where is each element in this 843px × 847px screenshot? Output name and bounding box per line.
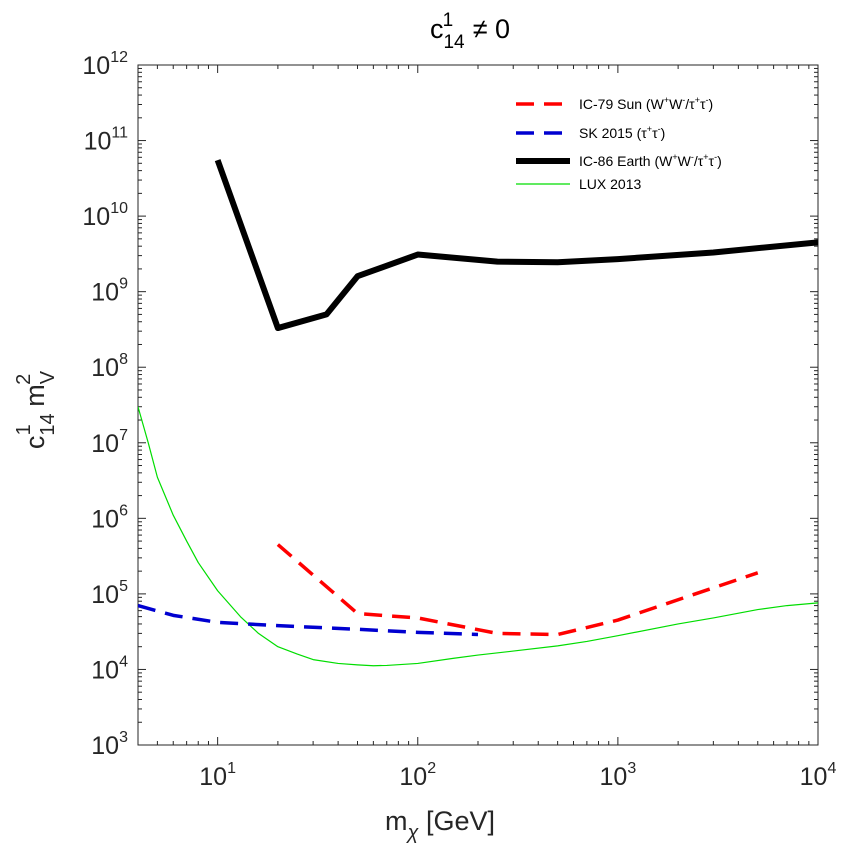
y-tick-label: 106 bbox=[91, 502, 128, 533]
x-tick-label: 104 bbox=[800, 760, 837, 791]
chart-title-sub: 14 bbox=[443, 32, 465, 53]
legend-item-ic79-sun: IC-79 Sun (W+W-/τ+τ-) bbox=[516, 95, 713, 112]
legend-item-sk2015: SK 2015 (τ+τ-) bbox=[516, 124, 665, 141]
minor-ticks bbox=[137, 65, 818, 745]
y-axis-label-sup2: 2 bbox=[13, 374, 35, 385]
legend-item-lux2013: LUX 2013 bbox=[516, 176, 641, 192]
svg-text:mχ [GeV]: mχ [GeV] bbox=[385, 806, 495, 844]
y-tick-labels: 103 104 105 106 107 108 109 1010 1011 1012 bbox=[82, 49, 128, 760]
y-axis-label-base2: m bbox=[20, 384, 50, 414]
y-tick-label: 1010 bbox=[82, 200, 128, 231]
x-axis-label-rest: [GeV] bbox=[418, 806, 495, 836]
svg-text:c141 mV2: c141 mV2 bbox=[13, 370, 59, 449]
y-axis-label-base: c bbox=[20, 436, 50, 450]
y-tick-label: 104 bbox=[91, 653, 128, 684]
x-tick-label: 102 bbox=[399, 760, 436, 791]
x-axis-label-base: m bbox=[385, 806, 408, 836]
x-axis-label: mχ [GeV] bbox=[385, 806, 495, 844]
chart-title-base: c bbox=[430, 14, 444, 44]
y-tick-label: 108 bbox=[91, 351, 128, 382]
legend-label: IC-86 Earth (W+W-/τ+τ-) bbox=[579, 152, 722, 169]
x-tick-labels: 101 102 103 104 bbox=[199, 760, 836, 791]
y-axis-label: c141 mV2 bbox=[13, 370, 59, 449]
legend-item-ic86-earth: IC-86 Earth (W+W-/τ+τ-) bbox=[516, 152, 722, 169]
y-tick-label: 109 bbox=[91, 276, 128, 307]
y-tick-label: 107 bbox=[91, 427, 128, 458]
y-axis-label-sub2: V bbox=[37, 370, 59, 384]
major-ticks bbox=[138, 64, 819, 746]
y-tick-label: 105 bbox=[91, 578, 128, 609]
svg-text:c141 ≠ 0: c141 ≠ 0 bbox=[430, 10, 510, 53]
legend-label: IC-79 Sun (W+W-/τ+τ-) bbox=[579, 95, 713, 112]
series-line-lux2013 bbox=[138, 406, 818, 667]
x-axis-label-sub: χ bbox=[406, 822, 420, 844]
y-tick-label: 1011 bbox=[84, 125, 129, 156]
series-line-ic86-earth bbox=[214, 159, 818, 332]
y-tick-label: 103 bbox=[91, 729, 128, 760]
legend: IC-79 Sun (W+W-/τ+τ-) SK 2015 (τ+τ-) IC-86… bbox=[516, 95, 722, 192]
y-axis-label-sub1: 14 bbox=[37, 413, 59, 435]
series-line-sk2015 bbox=[138, 603, 479, 637]
legend-label: LUX 2013 bbox=[579, 176, 641, 192]
y-axis-label-sup1: 1 bbox=[13, 424, 35, 435]
chart-title-rest: ≠ 0 bbox=[465, 14, 510, 44]
legend-label: SK 2015 (τ+τ-) bbox=[579, 124, 665, 141]
x-tick-label: 103 bbox=[600, 760, 637, 791]
y-tick-label: 1012 bbox=[82, 49, 128, 80]
chart-title-sup: 1 bbox=[443, 10, 454, 31]
series-layer bbox=[138, 159, 818, 667]
chart-title: c141 ≠ 0 bbox=[430, 10, 510, 53]
series-line-ic79-sun bbox=[276, 543, 759, 637]
plot-frame bbox=[137, 64, 819, 746]
x-tick-label: 101 bbox=[199, 760, 236, 791]
